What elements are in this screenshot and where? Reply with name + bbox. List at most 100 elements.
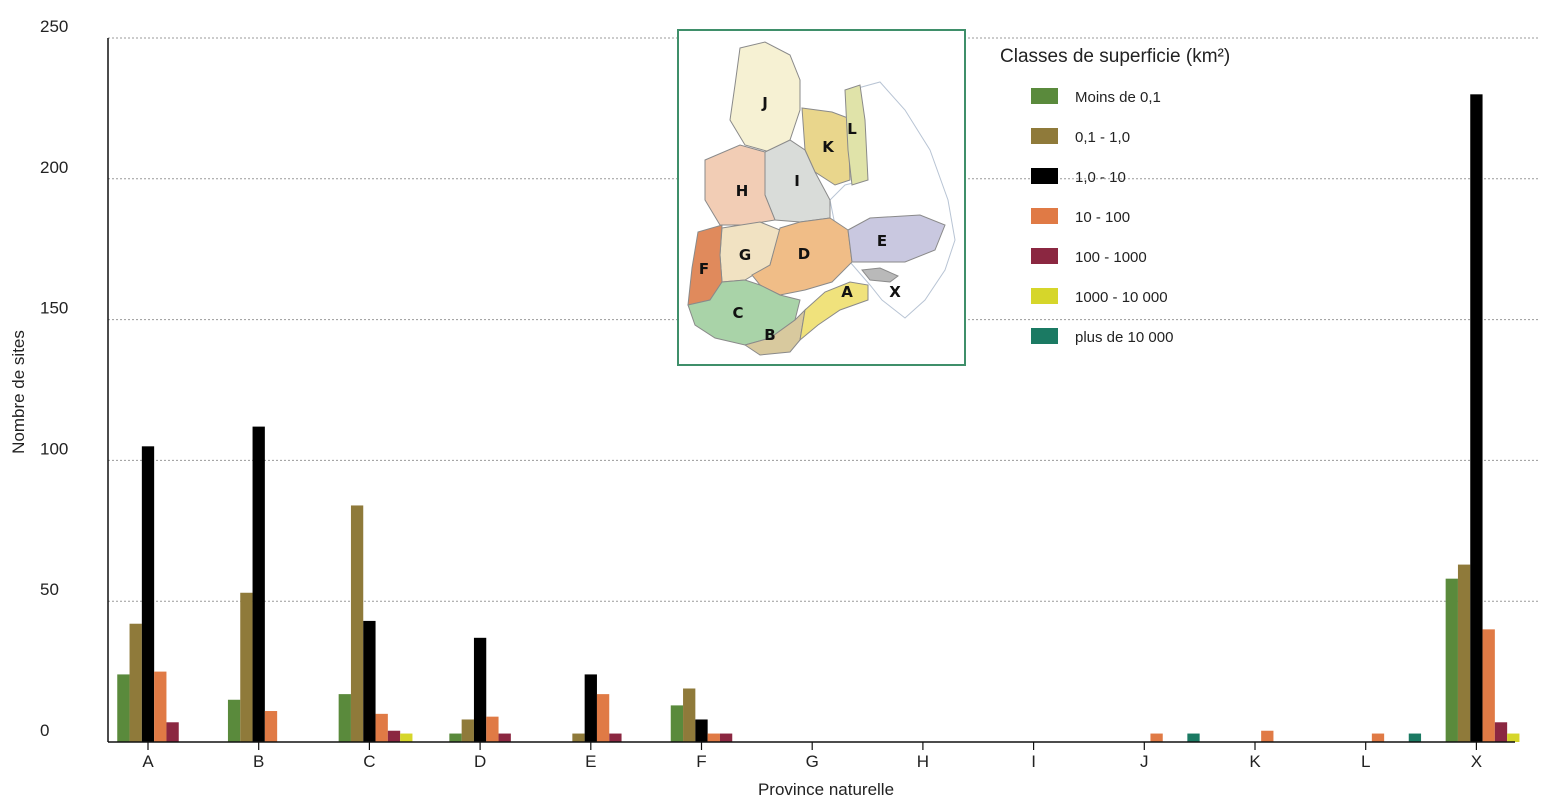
x-tick-label: I (1031, 752, 1036, 771)
bar-E-3 (596, 694, 610, 742)
bar-X-2 (1470, 94, 1483, 742)
bar-F-1 (683, 688, 696, 742)
y-tick-label: 50 (40, 580, 59, 599)
map-label-i: I (794, 172, 800, 190)
bar-L-3 (1371, 733, 1385, 742)
bar-B-3 (264, 711, 278, 742)
bar-B-1 (240, 592, 253, 742)
x-tick-label: J (1140, 752, 1149, 771)
legend-title: Classes de superficie (km²) (1000, 46, 1230, 67)
map-label-a: A (841, 283, 853, 301)
legend-items: Moins de 0,1 0,1 - 1,0 1,0 - 10 10 - 100 100… (1031, 88, 1173, 346)
x-axis-title: Province naturelle (758, 780, 894, 799)
map-label-e: E (877, 232, 887, 250)
map-label-c: C (732, 304, 743, 322)
y-tick-label: 250 (40, 17, 68, 36)
x-tick-label: A (142, 752, 154, 771)
map-region-h (704, 144, 776, 226)
legend-swatch (1031, 88, 1058, 104)
x-tick-label: F (696, 752, 706, 771)
map-label-d: D (798, 245, 810, 263)
map-region-e (847, 214, 946, 263)
y-tick-label: 100 (40, 439, 68, 458)
legend-swatch (1031, 288, 1058, 304)
legend-swatch (1031, 328, 1058, 344)
bar-C-3 (375, 713, 388, 742)
map-label-j: J (761, 94, 768, 112)
bar-D-0 (449, 733, 462, 742)
bar-K-3 (1261, 730, 1274, 742)
map-island (861, 267, 899, 283)
map-label-h: H (736, 182, 749, 200)
legend-label: 100 - 1000 (1075, 249, 1147, 266)
bar-E-4 (609, 733, 622, 742)
bar-F-0 (670, 705, 684, 742)
y-tick-label: 150 (40, 299, 68, 318)
y-tick-label: 0 (40, 721, 49, 740)
bar-X-0 (1445, 578, 1458, 742)
bar-B-0 (227, 699, 241, 742)
legend: Classes de superficie (km²) Moins de 0,1… (1000, 46, 1230, 346)
bar-F-4 (719, 733, 733, 742)
legend-label: 10 - 100 (1075, 209, 1130, 226)
legend-swatch (1031, 128, 1058, 144)
bar-X-1 (1457, 564, 1471, 742)
legend-swatch (1031, 248, 1058, 264)
map-label-x: X (889, 283, 901, 301)
legend-label: Moins de 0,1 (1075, 89, 1161, 106)
inset-map: J KL I H G F D E C B A X (677, 29, 966, 366)
bar-E-1 (572, 733, 585, 742)
map-label-k: K (822, 138, 835, 156)
bar-X-5 (1507, 733, 1520, 742)
map-label-g: G (739, 246, 751, 264)
bar-A-1 (129, 623, 142, 742)
bar-X-4 (1494, 722, 1508, 742)
bar-D-1 (461, 719, 474, 742)
map-region-l (844, 84, 869, 186)
x-tick-label: K (1249, 752, 1261, 771)
legend-swatch (1031, 208, 1058, 224)
legend-label: 1000 - 10 000 (1075, 289, 1168, 306)
legend-label: plus de 10 000 (1075, 329, 1173, 346)
bar-D-2 (473, 637, 487, 742)
bar-C-1 (350, 505, 364, 742)
bar-D-4 (498, 733, 511, 742)
x-tick-label: B (253, 752, 264, 771)
legend-label: 0,1 - 1,0 (1075, 129, 1130, 146)
map-labels: J KL I H G F D E C B A X (699, 94, 901, 344)
x-tick-label: G (806, 752, 819, 771)
map-label-l: L (847, 120, 857, 138)
map-region-a (799, 281, 869, 342)
bar-A-0 (117, 674, 130, 742)
bar-C-4 (387, 730, 401, 742)
bar-B-2 (252, 426, 265, 742)
bar-F-3 (707, 733, 720, 742)
bar-L-6 (1408, 733, 1422, 742)
y-axis-ticks: 0 50 100 150 200 250 (40, 17, 68, 740)
map-region-d (751, 217, 853, 296)
bar-X-3 (1482, 629, 1495, 742)
bar-C-5 (400, 733, 413, 742)
bar-F-2 (695, 719, 708, 742)
bar-A-2 (141, 446, 155, 742)
y-axis-title: Nombre de sites (9, 330, 28, 454)
bar-J-6 (1187, 733, 1200, 742)
bar-E-2 (584, 674, 597, 742)
x-tick-label: L (1361, 752, 1370, 771)
x-tick-label: H (917, 752, 929, 771)
map-label-f: F (699, 260, 709, 278)
bar-C-2 (363, 620, 376, 742)
x-tick-label: D (474, 752, 486, 771)
legend-swatch (1031, 168, 1058, 184)
bar-A-4 (166, 722, 179, 742)
bar-J-3 (1150, 733, 1163, 742)
bars (117, 94, 1520, 742)
x-tick-label: X (1471, 752, 1482, 771)
map-label-b: B (764, 326, 775, 344)
bar-A-3 (154, 671, 167, 742)
legend-label: 1,0 - 10 (1075, 169, 1126, 186)
bar-C-0 (338, 694, 351, 742)
x-tick-label: E (585, 752, 596, 771)
bar-D-3 (486, 716, 499, 742)
